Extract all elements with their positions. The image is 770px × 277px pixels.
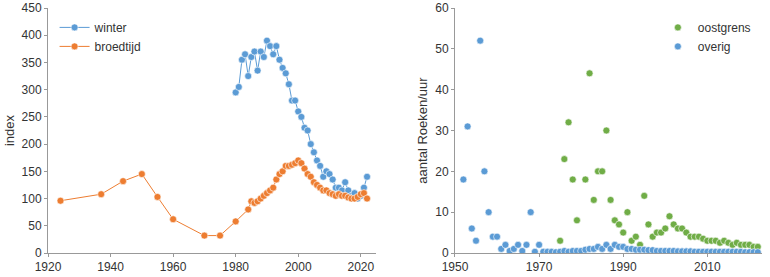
svg-text:broedtijd: broedtijd — [95, 40, 141, 54]
svg-text:20: 20 — [435, 165, 449, 179]
svg-text:30: 30 — [435, 124, 449, 138]
svg-text:1970: 1970 — [526, 260, 553, 274]
svg-text:60: 60 — [435, 1, 449, 15]
svg-text:10: 10 — [435, 205, 449, 219]
svg-text:2010: 2010 — [694, 260, 721, 274]
svg-text:350: 350 — [22, 56, 42, 70]
svg-text:300: 300 — [22, 83, 42, 97]
svg-text:250: 250 — [22, 110, 42, 124]
svg-text:1950: 1950 — [442, 260, 469, 274]
svg-text:100: 100 — [22, 192, 42, 206]
svg-text:200: 200 — [22, 137, 42, 151]
svg-text:0: 0 — [35, 246, 42, 260]
svg-text:150: 150 — [22, 165, 42, 179]
svg-text:1990: 1990 — [610, 260, 637, 274]
svg-text:50: 50 — [435, 42, 449, 56]
svg-text:2000: 2000 — [285, 260, 312, 274]
svg-text:0: 0 — [442, 246, 449, 260]
svg-text:1960: 1960 — [160, 260, 187, 274]
svg-text:1920: 1920 — [35, 260, 62, 274]
svg-text:40: 40 — [435, 83, 449, 97]
svg-text:1940: 1940 — [97, 260, 124, 274]
svg-text:2020: 2020 — [347, 260, 374, 274]
svg-text:aantal Roeken/uur: aantal Roeken/uur — [415, 77, 430, 184]
svg-text:oostgrens: oostgrens — [698, 21, 751, 35]
svg-text:400: 400 — [22, 28, 42, 42]
svg-text:50: 50 — [28, 219, 42, 233]
svg-text:winter: winter — [94, 21, 127, 35]
svg-text:450: 450 — [22, 1, 42, 15]
svg-text:1980: 1980 — [222, 260, 249, 274]
svg-text:index: index — [2, 114, 17, 146]
svg-text:overig: overig — [698, 40, 731, 54]
